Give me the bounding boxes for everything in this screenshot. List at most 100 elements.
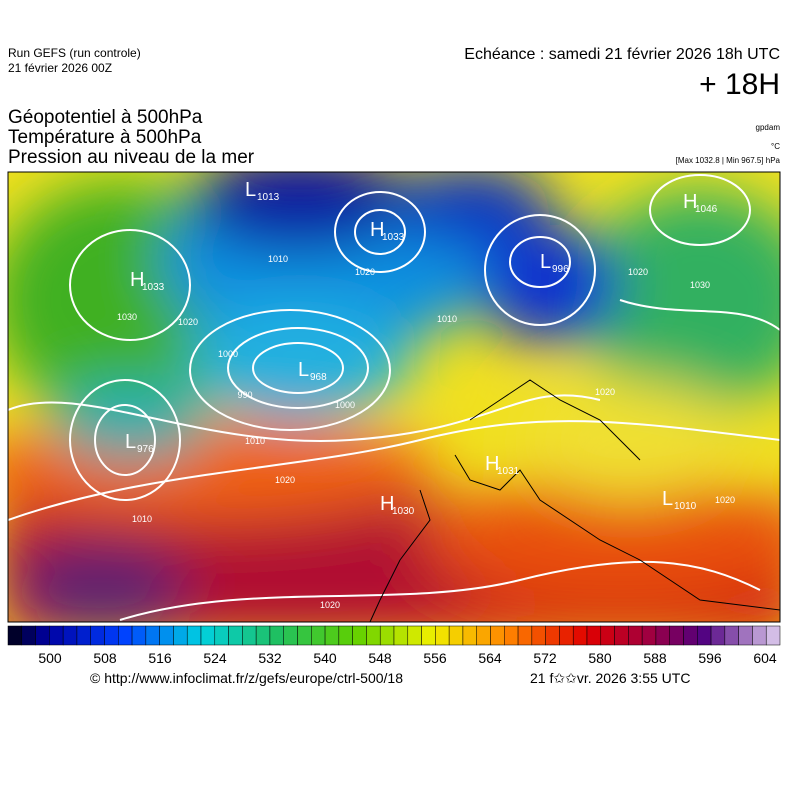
title: Température à 500hPa [8,127,202,148]
center-value: 996 [552,264,569,275]
color-cell [90,625,105,646]
colorbar-tick-label: 524 [203,650,227,666]
colorbar-tick-label: 604 [753,650,777,666]
color-cell [462,625,477,646]
field [8,172,780,622]
color-cell [435,625,450,646]
isobar-label: 1010 [132,514,152,524]
center-type: H [380,493,394,515]
unit: gpdam [755,123,780,132]
color-cell [765,625,781,646]
color-cell [586,625,602,646]
lead-time: + 18H [699,68,780,101]
center-value: 968 [310,372,327,383]
center-value: 1013 [257,192,280,203]
color-cell [600,625,615,646]
color-cell [21,625,36,646]
color-cell [724,625,739,646]
center-value: 1033 [142,282,165,293]
colorbar-tick-label: 556 [423,650,447,666]
color-cell [655,625,670,646]
isobar-label: 1000 [218,349,238,359]
color-cell [641,625,657,646]
color-cell [614,625,629,646]
color-cell [76,625,91,646]
colorbar: 500 508 516 524 532 540 548 556 564 572 580 588 596 6… [7,625,781,666]
color-cell [49,625,64,646]
unit: °C [771,142,780,151]
isobar-label: 1030 [690,280,710,290]
color-cell [311,625,326,646]
color-cell [572,625,588,646]
center-type: L [662,488,673,510]
color-cell [62,625,78,646]
color-cell [131,625,147,646]
isobar-label: 1020 [595,387,615,397]
color-cell [738,625,753,646]
isobar-label: 1030 [117,312,137,322]
color-cell [297,625,312,646]
color-cell [407,625,422,646]
color-cell [504,625,519,646]
color-cell [7,625,23,646]
center-type: L [298,359,309,381]
color-cell [242,625,257,646]
color-cell [490,625,505,646]
center-value: 1031 [497,466,520,477]
isobar-label: 990 [237,390,252,400]
map-frame [7,171,781,623]
colorbar-tick-label: 508 [93,650,117,666]
center-type: H [130,269,144,291]
source: © http://www.infoclimat.fr/z/gefs/europe… [90,670,404,686]
colorbar-tick-label: 532 [258,650,282,666]
center-type: L [125,431,136,453]
pressure-range: [Max 1032.8 | Min 967.5] hPa [675,156,780,165]
color-cell [159,625,174,646]
color-cell [338,625,353,646]
colorbar-tick-label: 548 [368,650,392,666]
color-cell [352,625,367,646]
color-cell [683,625,698,646]
generated: 21 f✩✩vr. 2026 3:55 UTC [530,670,691,686]
color-cell [200,625,216,646]
color-cell [228,625,243,646]
color-cell [559,625,574,646]
center-value: 1046 [695,204,718,215]
color-cell [628,625,643,646]
color-cell [255,625,271,646]
title: Géopotentiel à 500hPa [8,107,203,128]
colorbar-tick-label: 564 [478,650,502,666]
color-cell [173,625,188,646]
center-type: L [540,251,551,273]
colorbar-tick-label: 580 [588,650,612,666]
color-cell [283,625,298,646]
center-type: H [370,219,384,241]
isobar-label: 1020 [178,317,198,327]
isobar-label: 1020 [320,600,340,610]
center-type: H [485,453,499,475]
color-cell [421,625,436,646]
isobar-label: 1020 [715,495,735,505]
isobar-label: 1000 [335,400,355,410]
isobar-label: 1010 [437,314,457,324]
color-cell [324,625,340,646]
isobar-label: 1020 [628,267,648,277]
coastlines [369,379,780,622]
color-cell [448,625,464,646]
center-value: 1010 [674,501,697,512]
color-cell [104,625,119,646]
color-cell [35,625,50,646]
color-cell [476,625,491,646]
color-cell [118,625,133,646]
colorbar-tick-label: 588 [643,650,667,666]
color-cell [531,625,546,646]
isobar-label: 1010 [245,436,265,446]
center-type: L [245,179,256,201]
run-date: 21 février 2026 00Z [8,61,113,75]
colorbar-tick-label: 596 [698,650,722,666]
colorbar-tick-label: 540 [313,650,337,666]
isobars [8,174,780,621]
run: Run GEFS (run controle) [8,46,141,60]
